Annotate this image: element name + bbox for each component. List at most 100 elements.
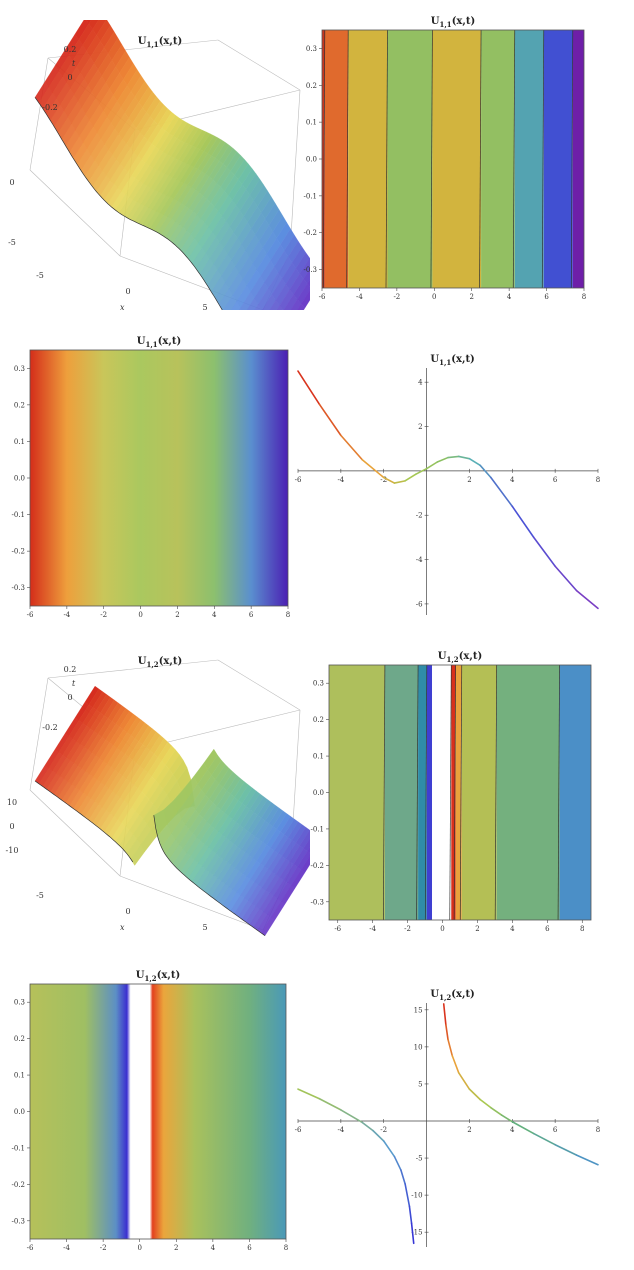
x-tick-label: 2 xyxy=(174,1244,178,1252)
x-tick-label: -4 xyxy=(356,293,363,301)
contour-band xyxy=(418,665,427,920)
x-tick-label: 2 xyxy=(467,476,471,484)
surface-facet xyxy=(307,846,310,854)
chart-title: U1,1(x,t) xyxy=(430,354,474,367)
x-tick-label: 6 xyxy=(545,925,550,933)
y-tick-label: -0.1 xyxy=(12,1144,26,1152)
contour-band xyxy=(322,30,325,288)
x-tick-label: 2 xyxy=(467,1126,471,1134)
data-line-segment xyxy=(408,1205,413,1225)
density-field xyxy=(30,984,286,1239)
chart-u12-density: U1,2(x,t) -6 -4 -2 0 2 4 6 8 0.3 0.2 0.1 0.0 -0.1 -0.2… xyxy=(12,970,289,1252)
x-tick-label: 2 xyxy=(175,611,179,619)
x-tick-label: 8 xyxy=(596,1126,600,1134)
x-tick-label: 5 xyxy=(202,923,207,932)
data-line-segment xyxy=(318,1097,342,1111)
data-line-segment xyxy=(415,467,428,475)
x-tick-label: -2 xyxy=(100,611,107,619)
y-tick-label: -0.2 xyxy=(12,548,26,556)
data-line-segment xyxy=(340,434,364,461)
chart-u11-line: U1,1(x,t) -6 -4 -2 2 4 6 8 4 2 -2 -4 -6 xyxy=(295,354,600,615)
y-tick-label: 0.0 xyxy=(14,475,25,483)
t-tick-label: 0 xyxy=(67,73,72,82)
y-tick-label: -0.2 xyxy=(304,229,318,237)
contour-band xyxy=(455,665,462,920)
y-tick-label: 0.0 xyxy=(313,789,324,797)
y-tick-label: -15 xyxy=(411,1229,422,1237)
x-tick-label: 2 xyxy=(475,925,479,933)
contour-line xyxy=(383,664,386,921)
data-line-segment xyxy=(361,1121,374,1132)
data-line-segment xyxy=(500,1114,514,1123)
x-tick-label: -6 xyxy=(334,925,341,933)
data-line-segment xyxy=(404,1183,411,1208)
x-tick-label: 0 xyxy=(125,907,130,916)
t-axis-label: t xyxy=(72,679,76,688)
contour-band xyxy=(451,665,456,920)
x-tick-label: 4 xyxy=(211,1244,216,1252)
surface-facet xyxy=(238,307,242,310)
y-tick-label: 0.3 xyxy=(14,999,25,1007)
y-tick-label: -0.1 xyxy=(12,511,26,519)
data-line-segment xyxy=(447,455,460,459)
contour-band xyxy=(496,665,560,920)
y-tick-label: -0.3 xyxy=(12,1217,26,1225)
contour-band xyxy=(481,30,515,288)
data-line-segment xyxy=(532,536,556,568)
x-tick-label: -6 xyxy=(295,476,302,484)
box-edge xyxy=(119,875,264,931)
surface-facet xyxy=(303,268,310,284)
y-tick-label: 0.3 xyxy=(14,365,25,373)
contour-line xyxy=(424,664,428,921)
y-tick-label: 0.3 xyxy=(313,680,324,688)
x-tick-label: 0 xyxy=(440,925,444,933)
x-axis-label: x xyxy=(120,303,125,310)
surface-front-edge xyxy=(34,97,223,310)
y-tick-label: -0.3 xyxy=(12,584,26,592)
contour-band xyxy=(572,30,584,288)
x-tick-label: 8 xyxy=(580,925,584,933)
chart-title: U1,1(x,t) xyxy=(431,16,475,29)
x-tick-label: 8 xyxy=(286,611,290,619)
contour-line xyxy=(453,664,456,921)
y-tick-label: 0.3 xyxy=(306,45,317,53)
y-tick-label: 10 xyxy=(414,1043,423,1051)
x-tick-label: 0 xyxy=(125,287,130,296)
x-tick-label: 5 xyxy=(202,303,207,310)
y-tick-label: 0.1 xyxy=(313,753,324,761)
box-edge xyxy=(217,659,301,711)
contour-band xyxy=(432,30,482,288)
x-tick-label: -2 xyxy=(380,1126,387,1134)
x-tick-label: -2 xyxy=(393,293,400,301)
contour-band xyxy=(387,30,433,288)
surface-facet xyxy=(300,289,310,309)
data-line-segment xyxy=(393,480,406,484)
surface-facet xyxy=(303,837,310,852)
chart-title: U1,1(x,t) xyxy=(137,336,181,349)
contour-line xyxy=(541,29,545,289)
x-tick-label: -4 xyxy=(369,925,376,933)
contour-line xyxy=(322,29,326,289)
data-line-segment xyxy=(393,1155,402,1171)
chart-title: U1,2(x,t) xyxy=(430,989,474,1002)
x-tick-label: 6 xyxy=(553,476,558,484)
y-tick-label: -4 xyxy=(416,556,423,564)
y-tick-label: -6 xyxy=(416,600,423,608)
contour-band xyxy=(324,30,349,288)
surface-facet xyxy=(297,283,310,305)
x-tick-label: 6 xyxy=(553,1126,558,1134)
x-tick-label: -6 xyxy=(27,1244,34,1252)
data-line-segment xyxy=(425,461,439,470)
data-line-segment xyxy=(575,589,599,610)
data-line-segment xyxy=(532,1132,556,1146)
x-tick-label: 6 xyxy=(247,1244,252,1252)
y-tick-label: -0.3 xyxy=(304,266,318,274)
chart-u12-contour: U1,2(x,t) -6 -4 -2 0 2 4 6 8 0.3 0.2 0.1 0.0 -0.1 -0.2… xyxy=(311,651,592,933)
box-edge xyxy=(29,169,121,257)
y-tick-label: 0.1 xyxy=(14,438,25,446)
t-tick-label: 0.2 xyxy=(64,665,77,674)
chart-title: U1,2(x,t) xyxy=(438,651,482,664)
contour-line xyxy=(416,664,419,921)
data-line-segment xyxy=(297,1088,321,1100)
x-tick-label: -2 xyxy=(100,1244,107,1252)
